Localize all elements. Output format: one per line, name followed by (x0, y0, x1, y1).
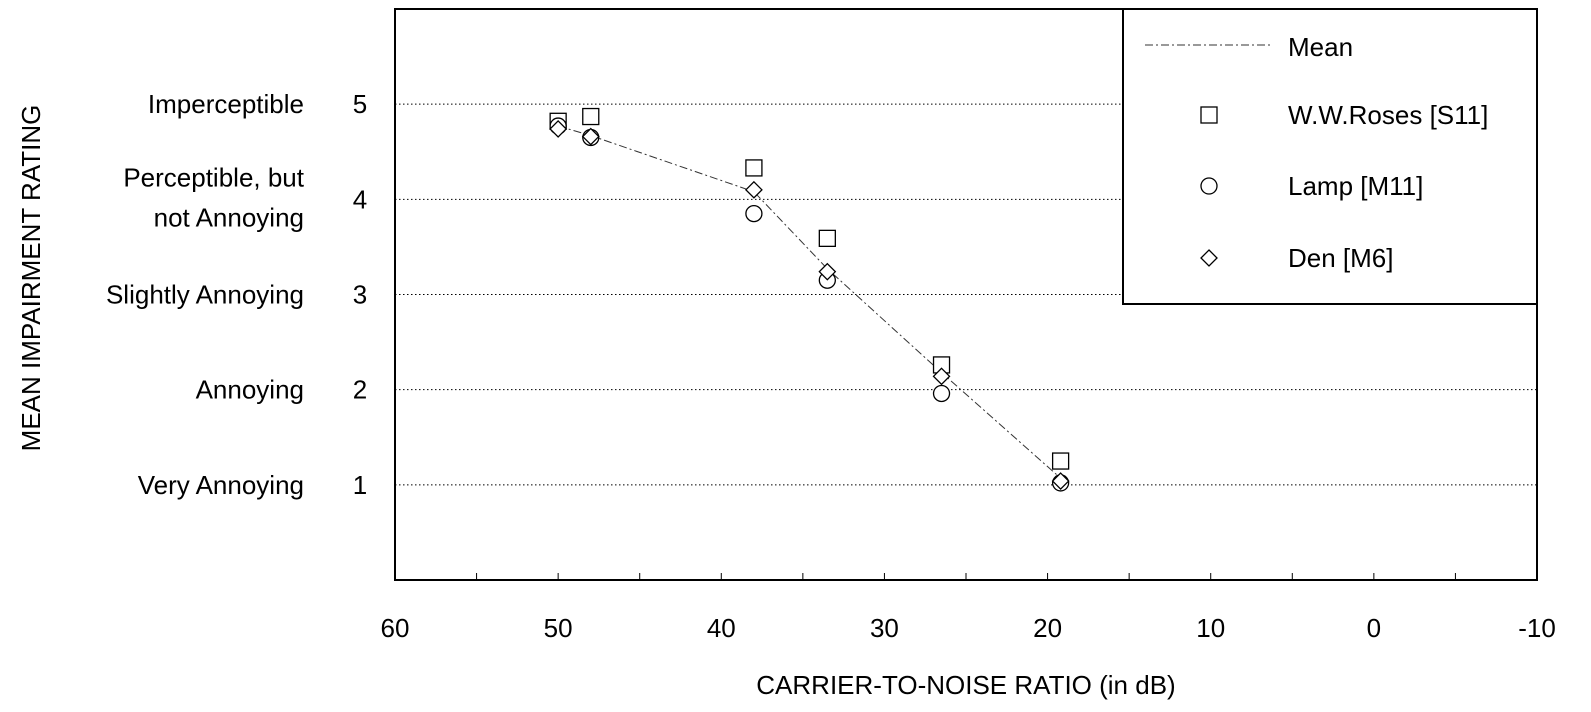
y-category-label: Imperceptible (148, 89, 304, 119)
data-point-square (582, 107, 600, 126)
legend-box (1122, 8, 1538, 305)
plot-series (549, 107, 1070, 492)
x-tick-label: 50 (544, 613, 573, 643)
x-tick-label: 0 (1367, 613, 1381, 643)
legend-label: Lamp [M11] (1288, 171, 1423, 201)
legend-label: W.W.Roses [S11] (1288, 100, 1488, 130)
x-tick-label: 20 (1033, 613, 1062, 643)
x-tick-label: 40 (707, 613, 736, 643)
data-point-diamond (932, 367, 951, 386)
data-point-square (745, 159, 763, 177)
y-category-label: Perceptible, but (123, 162, 304, 192)
legend-label: Den [M6] (1288, 243, 1394, 273)
x-axis-ticks: 60 50 40 30 20 10 0 -10 (381, 573, 1556, 643)
legend: Mean W.W.Roses [S11] Lamp [M11] Den [M6] (1122, 8, 1538, 305)
data-point-diamond (581, 127, 600, 146)
y-tick-label: 2 (353, 375, 367, 405)
y-axis-label: MEAN IMPAIRMENT RATING (16, 105, 46, 452)
y-category-label: Slightly Annoying (106, 280, 304, 310)
data-point-square (1051, 452, 1070, 470)
x-tick-label: 30 (870, 613, 899, 643)
data-point-circle (745, 204, 763, 223)
data-point-square (818, 229, 836, 248)
data-point-diamond (549, 119, 568, 138)
data-point-diamond (1051, 472, 1070, 490)
x-tick-label: 60 (381, 613, 410, 643)
y-category-label: Annoying (196, 375, 304, 405)
y-category-labels: Imperceptible Perceptible, but not Annoyin… (106, 89, 305, 500)
x-axis-label: CARRIER-TO-NOISE RATIO (in dB) (756, 670, 1175, 700)
data-point-diamond (818, 262, 837, 281)
legend-marker-square (1200, 106, 1218, 124)
y-tick-label: 1 (353, 470, 367, 500)
y-axis-ticks: 1 2 3 4 5 (353, 89, 367, 500)
y-tick-label: 4 (353, 184, 367, 214)
data-point-diamond (744, 180, 763, 199)
y-category-label: not Annoying (154, 202, 304, 232)
data-point-circle (932, 384, 951, 403)
y-tick-label: 5 (353, 89, 367, 119)
x-tick-label: 10 (1196, 613, 1225, 643)
y-tick-label: 3 (353, 280, 367, 310)
series-line-mean (558, 125, 1061, 479)
legend-marker-diamond (1200, 249, 1218, 267)
y-category-label: Very Annoying (138, 470, 304, 500)
legend-label: Mean (1288, 32, 1353, 62)
x-tick-label: -10 (1518, 613, 1556, 643)
legend-marker-circle (1200, 177, 1218, 195)
